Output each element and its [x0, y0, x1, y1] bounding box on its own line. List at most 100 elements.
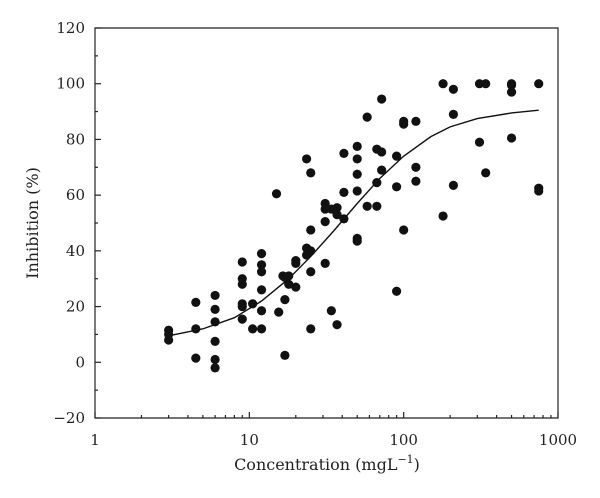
data-point — [399, 119, 409, 129]
data-point — [248, 299, 258, 309]
data-point — [339, 214, 349, 224]
data-point — [392, 182, 402, 192]
data-point — [284, 271, 294, 281]
data-point — [191, 353, 201, 363]
data-point — [306, 246, 316, 256]
data-point — [506, 133, 517, 143]
data-point — [271, 189, 282, 199]
data-point — [237, 314, 247, 324]
data-point — [352, 141, 362, 151]
data-point — [237, 301, 247, 312]
data-point — [248, 324, 258, 334]
y-axis-title: Inhibition (%) — [23, 167, 42, 279]
data-point — [256, 306, 267, 316]
data-point — [448, 84, 458, 94]
data-point — [372, 201, 382, 211]
data-point — [506, 87, 517, 97]
data-point — [438, 211, 448, 221]
data-point — [448, 180, 458, 190]
data-point — [481, 168, 491, 178]
data-point — [352, 154, 362, 164]
data-point — [372, 178, 382, 188]
data-point — [237, 257, 247, 267]
data-point — [392, 151, 402, 161]
data-point — [320, 217, 330, 227]
data-point — [284, 279, 294, 289]
data-point — [237, 279, 247, 289]
x-axis-title-close: ) — [414, 455, 420, 474]
x-tick-label: 1000 — [539, 431, 577, 449]
data-point — [210, 363, 220, 373]
data-point — [411, 176, 421, 186]
data-point — [352, 236, 362, 246]
data-point — [291, 258, 301, 268]
data-point — [392, 286, 402, 296]
data-point — [274, 307, 284, 317]
data-point — [306, 168, 316, 178]
data-points — [164, 79, 544, 373]
data-point — [474, 137, 485, 147]
data-point — [339, 148, 349, 158]
data-point — [306, 324, 316, 334]
data-point — [256, 249, 267, 259]
data-point — [377, 147, 387, 157]
y-tick-label: 120 — [56, 19, 85, 37]
data-point — [326, 306, 336, 316]
x-axis-title-text: Concentration (mgL — [234, 455, 398, 474]
fit-curve-group — [168, 109, 539, 337]
data-point — [377, 94, 387, 104]
axis-ticks: 1 10 100 1000 −20 0 20 40 60 80 100 120 — [53, 19, 577, 449]
data-point — [210, 304, 220, 314]
data-point — [210, 290, 220, 301]
data-point — [306, 225, 316, 235]
data-point — [256, 285, 267, 295]
data-point — [438, 79, 448, 89]
data-point — [302, 154, 312, 164]
data-point — [411, 116, 421, 126]
data-point — [332, 210, 342, 220]
data-point — [210, 317, 220, 327]
y-tick-label: 60 — [66, 186, 85, 204]
y-tick-label: −20 — [53, 409, 85, 427]
y-tick-label: 80 — [66, 130, 85, 148]
data-point — [481, 79, 491, 89]
y-tick-label: 100 — [56, 75, 85, 93]
data-point — [291, 282, 301, 292]
data-point — [448, 109, 458, 119]
x-tick-label: 1 — [90, 431, 100, 449]
data-point — [352, 186, 362, 196]
data-point — [191, 297, 201, 307]
data-point — [332, 203, 342, 213]
data-point — [411, 162, 421, 172]
data-point — [339, 187, 349, 197]
data-point — [306, 267, 316, 277]
y-tick-label: 40 — [66, 242, 85, 260]
x-tick-label: 100 — [389, 431, 418, 449]
data-point — [362, 201, 372, 211]
data-point — [506, 80, 517, 90]
data-point — [191, 324, 201, 334]
data-point — [256, 324, 267, 334]
data-point — [280, 295, 290, 305]
data-point — [210, 354, 220, 365]
data-point — [164, 335, 174, 345]
data-point — [256, 260, 267, 270]
data-point — [320, 258, 330, 268]
x-axis-title: Concentration (mgL−1) — [234, 453, 420, 474]
data-point — [280, 350, 290, 360]
data-point — [210, 336, 220, 346]
x-tick-label: 10 — [240, 431, 259, 449]
data-point — [399, 225, 409, 235]
data-point — [534, 186, 544, 196]
data-point — [377, 165, 387, 175]
fit-curve — [168, 109, 539, 337]
y-tick-label: 20 — [66, 298, 85, 316]
data-point — [534, 79, 544, 89]
data-point — [256, 267, 267, 277]
data-point — [352, 169, 362, 179]
data-point — [362, 112, 372, 122]
data-point — [332, 320, 342, 330]
x-axis-title-superscript: −1 — [397, 453, 413, 466]
